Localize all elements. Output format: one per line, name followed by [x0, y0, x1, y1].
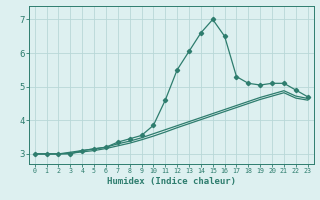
X-axis label: Humidex (Indice chaleur): Humidex (Indice chaleur)	[107, 177, 236, 186]
